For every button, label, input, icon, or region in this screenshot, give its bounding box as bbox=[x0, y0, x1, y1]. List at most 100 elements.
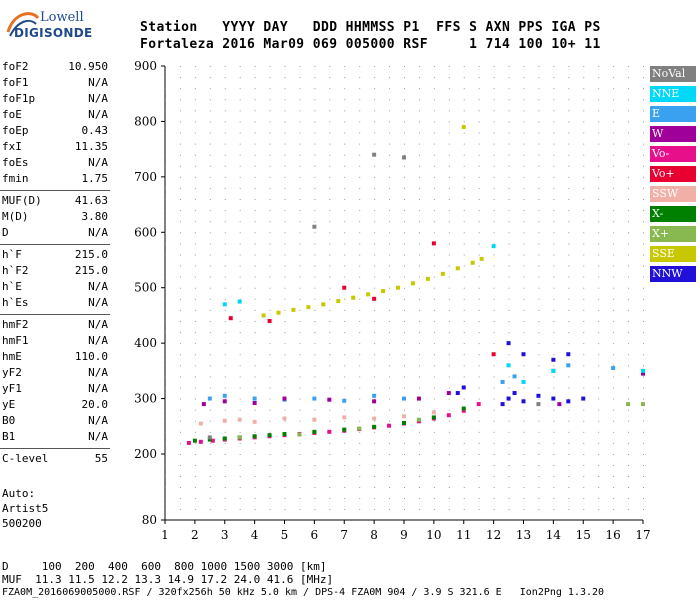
grid-dot bbox=[239, 132, 241, 134]
grid-dot bbox=[508, 199, 510, 201]
grid-dot bbox=[359, 254, 361, 256]
grid-dot bbox=[493, 487, 495, 488]
grid-dot bbox=[344, 309, 346, 311]
grid-dot bbox=[643, 454, 644, 455]
grid-dot bbox=[628, 132, 630, 134]
grid-dot bbox=[254, 243, 256, 245]
data-point-ssw bbox=[342, 415, 347, 420]
grid-dot bbox=[583, 387, 585, 389]
grid-dot bbox=[179, 309, 181, 311]
y-tick-label: 300 bbox=[134, 392, 157, 406]
grid-dot bbox=[224, 431, 226, 433]
grid-dot bbox=[598, 187, 600, 189]
grid-dot bbox=[359, 387, 361, 389]
grid-dot bbox=[628, 287, 630, 289]
grid-dot bbox=[389, 187, 391, 189]
grid-dot bbox=[448, 498, 450, 499]
grid-dot bbox=[448, 221, 450, 223]
grid-dot bbox=[209, 232, 211, 234]
grid-dot bbox=[284, 409, 286, 411]
parameter-row: foEp 0.43 bbox=[2, 124, 108, 140]
grid-dot bbox=[314, 210, 316, 212]
grid-dot bbox=[254, 409, 256, 411]
grid-dot bbox=[344, 420, 346, 422]
grid-dot bbox=[598, 431, 600, 433]
grid-dot bbox=[493, 387, 495, 389]
grid-dot bbox=[254, 143, 256, 145]
grid-dot bbox=[239, 454, 241, 455]
grid-dot bbox=[165, 276, 166, 278]
grid-dot bbox=[344, 509, 346, 510]
grid-dot bbox=[374, 221, 376, 223]
grid-dot bbox=[448, 165, 450, 167]
grid-dot bbox=[194, 498, 196, 499]
grid-dot bbox=[628, 154, 630, 156]
grid-dot bbox=[224, 143, 226, 145]
grid-dot bbox=[613, 66, 615, 67]
parameter-row: foF1p N/A bbox=[2, 92, 108, 108]
grid-dot bbox=[418, 232, 420, 234]
grid-dot bbox=[628, 77, 630, 79]
data-point-nnw bbox=[506, 341, 511, 346]
grid-dot bbox=[209, 343, 211, 345]
grid-dot bbox=[209, 354, 211, 356]
grid-dot bbox=[299, 77, 301, 79]
grid-dot bbox=[538, 476, 540, 477]
grid-dot bbox=[493, 398, 495, 400]
grid-dot bbox=[194, 132, 196, 134]
grid-dot bbox=[239, 176, 241, 178]
grid-dot bbox=[284, 77, 286, 79]
grid-dot bbox=[583, 465, 585, 466]
grid-dot bbox=[299, 88, 301, 90]
grid-dot bbox=[329, 409, 331, 411]
grid-dot bbox=[404, 232, 405, 234]
grid-dot bbox=[239, 387, 241, 389]
grid-dot bbox=[359, 476, 361, 477]
parameter-value: 110.0 bbox=[74, 350, 108, 363]
grid-dot bbox=[553, 221, 555, 223]
grid-dot bbox=[179, 332, 181, 334]
data-point-x- bbox=[297, 432, 302, 437]
grid-dot bbox=[344, 132, 346, 134]
grid-dot bbox=[329, 320, 331, 322]
grid-dot bbox=[523, 221, 525, 223]
grid-dot bbox=[433, 287, 435, 289]
grid-dot bbox=[224, 110, 226, 112]
parameter-name: h`F bbox=[2, 248, 22, 261]
grid-dot bbox=[493, 343, 495, 345]
grid-dot bbox=[299, 442, 301, 444]
grid-dot bbox=[254, 487, 256, 488]
grid-dot bbox=[179, 287, 181, 289]
grid-dot bbox=[284, 110, 286, 112]
grid-dot bbox=[538, 365, 540, 367]
grid-dot bbox=[329, 88, 331, 90]
parameter-row: h`Es N/A bbox=[2, 296, 108, 312]
grid-dot bbox=[284, 221, 286, 223]
parameter-row: M(D) 3.80 bbox=[2, 210, 108, 226]
grid-dot bbox=[404, 254, 405, 256]
grid-dot bbox=[433, 121, 435, 123]
grid-dot bbox=[209, 77, 211, 79]
grid-dot bbox=[508, 420, 510, 422]
grid-dot bbox=[598, 154, 600, 156]
grid-dot bbox=[165, 199, 166, 201]
grid-dot bbox=[179, 232, 181, 234]
data-point-w bbox=[327, 397, 332, 402]
grid-dot bbox=[344, 409, 346, 411]
grid-dot bbox=[493, 276, 495, 278]
grid-dot bbox=[643, 154, 644, 156]
data-point-w bbox=[641, 371, 645, 376]
grid-dot bbox=[508, 121, 510, 123]
data-point-e bbox=[566, 363, 571, 368]
grid-dot bbox=[374, 431, 376, 433]
grid-dot bbox=[478, 442, 480, 444]
grid-dot bbox=[209, 409, 211, 411]
grid-dot bbox=[568, 243, 570, 245]
grid-dot bbox=[613, 387, 615, 389]
grid-dot bbox=[433, 376, 435, 378]
grid-dot bbox=[165, 165, 166, 167]
grid-dot bbox=[389, 398, 391, 400]
grid-dot bbox=[284, 298, 286, 300]
grid-dot bbox=[284, 343, 286, 345]
